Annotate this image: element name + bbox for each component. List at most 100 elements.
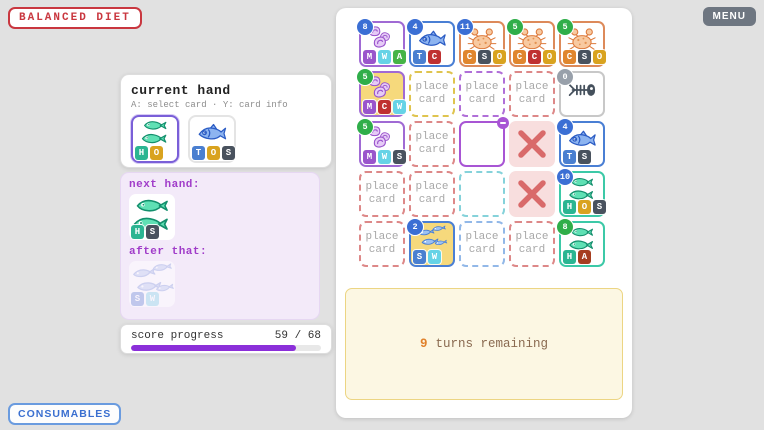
card-score-badge: 5 [356, 68, 374, 86]
place-card-label: place card [415, 181, 449, 206]
card-letter-chip: W [378, 150, 391, 164]
sardines-faded-icon [133, 263, 174, 292]
card-letter-chip: H [563, 250, 576, 264]
card-letter-chip: W [428, 250, 441, 264]
card-letter-chip: H [563, 200, 576, 214]
place-card-label: place card [415, 81, 449, 106]
card-letter-chip: S [578, 50, 591, 64]
card-score-badge: 8 [356, 18, 374, 36]
place-card-label: place card [365, 181, 399, 206]
card-letter-chip: S [131, 292, 144, 306]
after-that-label: after that: [129, 246, 208, 258]
card-score-badge: 4 [406, 18, 424, 36]
board-card[interactable]: 0 [556, 68, 605, 117]
place-card-label: place card [515, 231, 549, 256]
card-letter-chip: W [378, 50, 391, 64]
score-progress-bar [131, 345, 321, 351]
card-letter-chip: M [363, 150, 376, 164]
score-progress-label: score progress [131, 330, 224, 342]
empty-place-card-slot[interactable]: place card [409, 121, 455, 167]
card-letter-chip: S [222, 146, 235, 160]
score-progress-fill [131, 345, 296, 351]
cursor-cell[interactable] [459, 117, 509, 167]
empty-place-card-slot[interactable]: place card [509, 71, 555, 117]
blocked-cell[interactable] [509, 121, 555, 167]
card-letter-chip: S [146, 225, 159, 239]
card-letter-chip: C [428, 50, 441, 64]
score-progress-value: 59 / 68 [274, 330, 321, 342]
card-letter-chip: M [363, 100, 376, 114]
card-score-badge: 8 [556, 218, 574, 236]
place-card-label: place card [365, 231, 399, 256]
card-score-badge: 11 [456, 18, 474, 36]
empty-slot[interactable] [459, 171, 505, 217]
herring-icon [141, 121, 167, 144]
card-letter-chip: C [513, 50, 526, 64]
consumables-button[interactable]: CONSUMABLES [8, 403, 122, 425]
card-letter-chip: O [543, 50, 556, 64]
card-letter-chip: T [563, 150, 576, 164]
card-score-badge: 2 [406, 218, 424, 236]
card-letter-chip: O [593, 50, 606, 64]
empty-place-card-slot[interactable]: place card [359, 171, 405, 217]
card-letter-chip: O [207, 146, 220, 160]
empty-place-card-slot[interactable]: place card [509, 221, 555, 267]
blocked-x-icon [518, 130, 546, 158]
turns-remaining-text: turns remaining [435, 337, 549, 351]
tuna-icon [419, 30, 446, 46]
card-letter-chip: M [363, 50, 376, 64]
current-hand-panel: current hand A: select card · Y: card in… [120, 74, 332, 168]
menu-button[interactable]: MENU [702, 7, 756, 26]
card-letter-chip: T [413, 50, 426, 64]
empty-place-card-slot[interactable]: place card [459, 71, 505, 117]
empty-place-card-slot[interactable]: place card [409, 71, 455, 117]
card-letter-chip: C [463, 50, 476, 64]
place-card-label: place card [515, 81, 549, 106]
card-letter-chip: H [131, 225, 144, 239]
empty-place-card-slot[interactable]: place card [359, 221, 405, 267]
crab-icon [467, 28, 497, 50]
empty-place-card-slot[interactable]: place card [409, 171, 455, 217]
card-score-badge: 0 [556, 68, 574, 86]
card-letter-chip: W [393, 100, 406, 114]
card-letter-chip: T [192, 146, 205, 160]
empty-place-card-slot[interactable]: place card [459, 221, 505, 267]
current-hand-title: current hand [131, 83, 231, 98]
blocked-cell[interactable] [509, 171, 555, 217]
card-letter-chip: O [493, 50, 506, 64]
card-letter-chip: S [478, 50, 491, 64]
score-panel: score progress 59 / 68 [120, 324, 332, 354]
tuna-icon [198, 123, 227, 140]
tuna-icon [569, 130, 596, 146]
